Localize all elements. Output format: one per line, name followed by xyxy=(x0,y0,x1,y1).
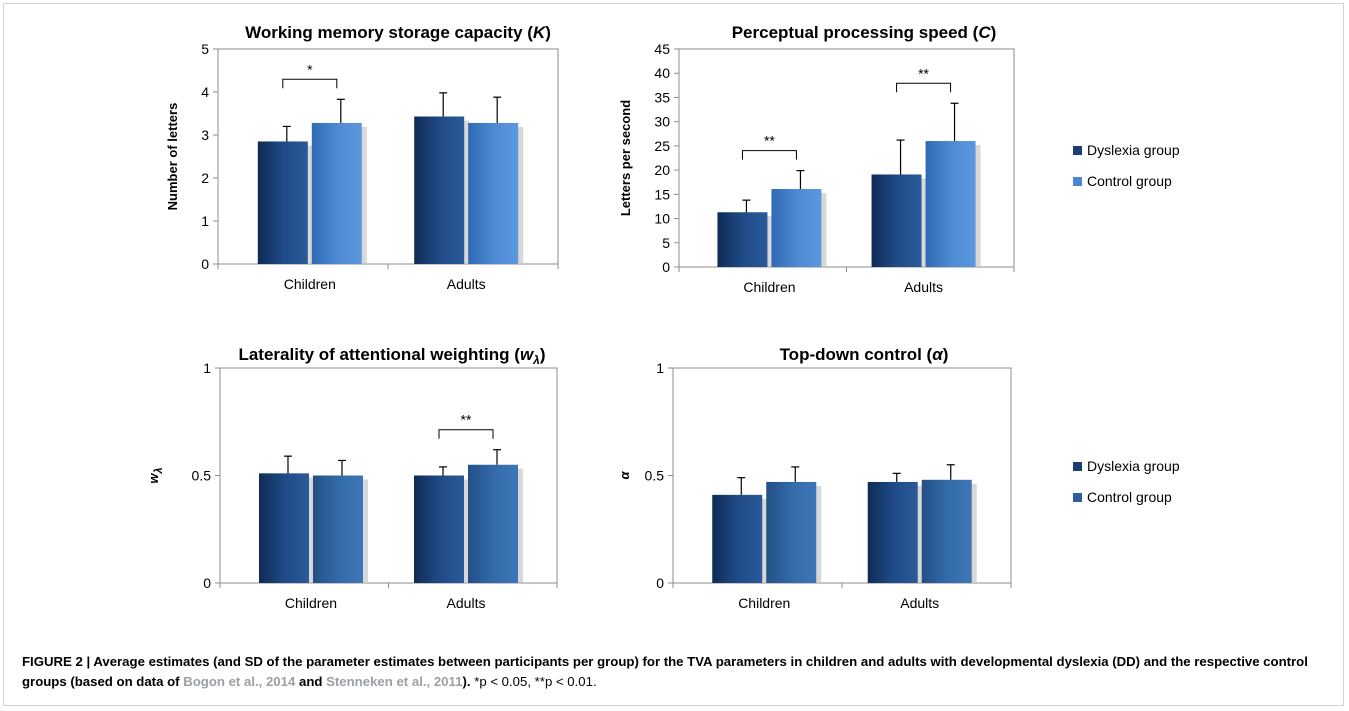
bar-dyslexia xyxy=(257,141,308,264)
legend-label-control: Control group xyxy=(1087,173,1172,189)
significance-bracket xyxy=(896,82,952,93)
figure-caption: FIGURE 2 | Average estimates (and SD of … xyxy=(22,652,1332,692)
y-axis-label: Letters per second xyxy=(618,100,633,216)
bar-dyslexia xyxy=(414,116,465,264)
y-tick-label: 25 xyxy=(654,138,670,154)
significance-label: ** xyxy=(461,412,472,428)
chart-2: Perceptual processing speed (C) Letters p… xyxy=(618,23,1180,295)
x-category-label: Children xyxy=(284,276,336,292)
y-tick-label: 10 xyxy=(654,211,670,227)
bar-control xyxy=(468,464,519,583)
caption-reference-1[interactable]: Bogon et al., 2014 xyxy=(183,674,296,689)
y-tick-label: 0 xyxy=(656,575,664,591)
chart-title-text: Working memory storage capacity ( xyxy=(245,23,533,42)
chart-title-text: Laterality of attentional weighting ( xyxy=(238,345,520,364)
x-category-label: Children xyxy=(285,595,337,611)
y-tick-label: 2 xyxy=(201,170,209,186)
bar-control xyxy=(771,189,822,267)
bar-control xyxy=(311,122,362,265)
legend-swatch-control xyxy=(1073,177,1082,186)
y-tick-label: 3 xyxy=(201,127,209,143)
y-tick-label: 45 xyxy=(654,41,670,57)
charts-panel: Working memory storage capacity (K) Numbe… xyxy=(146,23,1180,611)
chart-title-symbol: C xyxy=(978,23,991,42)
y-tick-label: 5 xyxy=(662,235,670,251)
caption-end: ). xyxy=(462,674,475,689)
bar-dyslexia xyxy=(871,174,922,267)
bar-dyslexia xyxy=(712,494,763,583)
y-tick-label: 1 xyxy=(656,360,664,376)
significance-bracket xyxy=(438,429,494,439)
y-tick-label: 5 xyxy=(201,41,209,57)
significance-bracket xyxy=(282,78,338,89)
y-axis-label: wλ xyxy=(146,467,165,483)
chart-3: Laterality of attentional weighting (wλ)… xyxy=(146,345,558,611)
y-tick-label: 20 xyxy=(654,162,670,178)
x-category-label: Children xyxy=(738,595,790,611)
x-category-label: Children xyxy=(743,279,795,295)
chart-title: Top-down control (α) xyxy=(780,345,949,364)
chart-title-text: Perceptual processing speed ( xyxy=(732,23,979,42)
bar-dyslexia xyxy=(258,473,309,583)
y-tick-label: 0 xyxy=(662,259,670,275)
legend-label-dyslexia: Dyslexia group xyxy=(1087,142,1180,158)
caption-lead: FIGURE 2 | Average estimates (and SD of … xyxy=(22,654,1308,689)
chart-title-close: ) xyxy=(540,345,546,364)
significance-label: * xyxy=(307,61,313,77)
y-tick-label: 1 xyxy=(201,213,209,229)
bar-control xyxy=(468,122,519,265)
y-tick-label: 15 xyxy=(654,186,670,202)
chart-title: Laterality of attentional weighting (wλ) xyxy=(238,345,545,367)
bar-dyslexia xyxy=(717,212,768,267)
legend-label-control: Control group xyxy=(1087,489,1172,505)
chart-title: Perceptual processing speed (C) xyxy=(732,23,997,42)
y-tick-label: 30 xyxy=(654,114,670,130)
y-axis-label-text: w xyxy=(146,473,161,484)
y-tick-label: 1 xyxy=(203,360,211,376)
x-category-label: Adults xyxy=(900,595,939,611)
figure-frame xyxy=(3,3,1344,706)
chart-title-symbol: K xyxy=(533,23,547,42)
bar-dyslexia xyxy=(867,481,918,583)
caption-pvalues: *p < 0.05, **p < 0.01. xyxy=(474,674,597,689)
chart-title-subscript: λ xyxy=(532,353,540,367)
bar-control xyxy=(766,481,817,583)
chart-title-symbol: α xyxy=(932,345,944,364)
chart-title-text: Top-down control ( xyxy=(780,345,933,364)
caption-mid: and xyxy=(295,674,327,689)
y-tick-label: 4 xyxy=(201,84,209,100)
chart-title-close: ) xyxy=(991,23,997,42)
y-tick-label: 0.5 xyxy=(645,468,665,484)
chart-title-close: ) xyxy=(943,345,949,364)
significance-label: ** xyxy=(918,65,929,81)
bar-control xyxy=(312,475,363,583)
legend-label-dyslexia: Dyslexia group xyxy=(1087,458,1180,474)
legend-swatch-dyslexia xyxy=(1073,146,1082,155)
chart-title-close: ) xyxy=(545,23,551,42)
chart-1: Working memory storage capacity (K) Numbe… xyxy=(165,23,559,292)
x-category-label: Adults xyxy=(904,279,943,295)
y-axis-label: α xyxy=(617,471,632,480)
legend-swatch-control xyxy=(1073,493,1082,502)
y-tick-label: 35 xyxy=(654,89,670,105)
y-axis-label: Number of letters xyxy=(165,103,180,211)
y-tick-label: 40 xyxy=(654,65,670,81)
bar-control xyxy=(921,479,972,583)
chart-title-symbol: w xyxy=(520,345,535,364)
chart-title: Working memory storage capacity (K) xyxy=(245,23,551,42)
y-axis-label-subscript: λ xyxy=(153,467,165,474)
bar-control xyxy=(925,141,976,267)
y-tick-label: 0 xyxy=(203,575,211,591)
x-category-label: Adults xyxy=(447,276,486,292)
legend-swatch-dyslexia xyxy=(1073,462,1082,471)
bar-dyslexia xyxy=(414,475,465,583)
x-category-label: Adults xyxy=(447,595,486,611)
caption-reference-2[interactable]: Stenneken et al., 2011 xyxy=(326,674,463,689)
significance-label: ** xyxy=(764,133,775,149)
significance-bracket xyxy=(741,150,797,160)
y-tick-label: 0 xyxy=(201,256,209,272)
y-tick-label: 0.5 xyxy=(192,468,212,484)
